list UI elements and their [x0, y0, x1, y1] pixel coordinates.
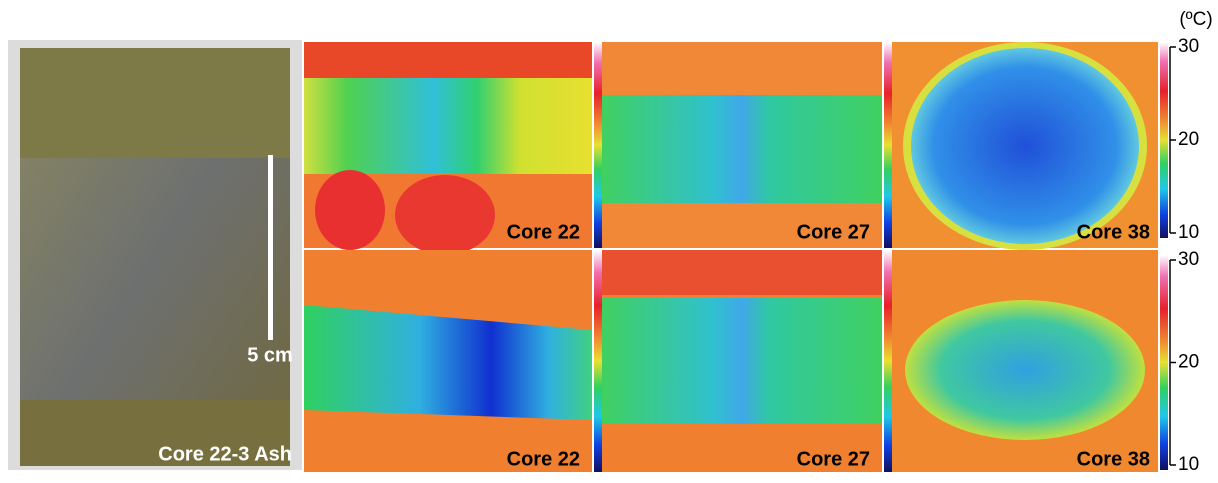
thermal-panel: Core 22 — [304, 250, 592, 472]
tick-label: 30 — [1178, 249, 1199, 270]
colorbar — [1160, 255, 1168, 470]
thermal-panel: Core 38 — [884, 250, 1158, 472]
tick-label: 30 — [1178, 36, 1199, 57]
colorbars: 30 20 10 30 20 10 — [1160, 36, 1199, 475]
tick-label: 10 — [1178, 222, 1199, 243]
scale-label: 5 cm — [247, 344, 293, 366]
figure: 5 cm Core 22-3 Ash Core 22 Core 27 Core … — [0, 0, 1218, 478]
thermal-panel: Core 22 — [304, 42, 592, 255]
panel-label: Core 27 — [797, 448, 870, 470]
tick-label: 20 — [1178, 352, 1199, 373]
photo-label: Core 22-3 Ash — [158, 443, 292, 465]
scale-bar — [268, 155, 273, 340]
panel-label: Core 22 — [507, 221, 580, 243]
colorbar — [1160, 42, 1168, 238]
panel-label: Core 27 — [797, 221, 870, 243]
colorbar-unit: (ºC) — [1179, 9, 1212, 30]
panel-label: Core 38 — [1077, 448, 1150, 470]
panel-label: Core 22 — [507, 448, 580, 470]
panel-label: Core 38 — [1077, 221, 1150, 243]
thermal-panel: Core 27 — [594, 250, 882, 472]
tick-label: 20 — [1178, 129, 1199, 150]
photo: 5 cm Core 22-3 Ash — [8, 40, 302, 470]
thermal-panel: Core 27 — [594, 42, 882, 248]
thermal-panel: Core 38 — [884, 42, 1158, 250]
tick-label: 10 — [1178, 454, 1199, 475]
